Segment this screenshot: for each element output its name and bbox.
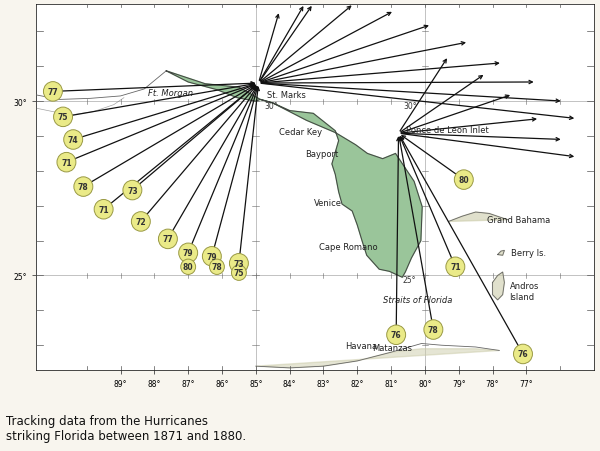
Circle shape (446, 258, 465, 277)
Circle shape (158, 230, 178, 249)
Text: 79: 79 (206, 252, 217, 261)
Circle shape (209, 259, 224, 275)
Text: Tracking data from the Hurricanes
striking Florida between 1871 and 1880.: Tracking data from the Hurricanes striki… (6, 414, 246, 442)
Text: Ft. Morgan: Ft. Morgan (148, 89, 193, 98)
Circle shape (53, 108, 73, 127)
Circle shape (74, 177, 93, 197)
Text: 79: 79 (183, 249, 193, 258)
Text: 71: 71 (98, 205, 109, 214)
Circle shape (232, 266, 247, 281)
Text: Andros
Island: Andros Island (509, 282, 539, 301)
Polygon shape (497, 251, 505, 256)
Text: 73: 73 (127, 186, 137, 195)
Text: 73: 73 (233, 259, 244, 268)
Circle shape (514, 345, 532, 364)
Text: 74: 74 (68, 136, 79, 145)
Text: Havana: Havana (346, 341, 377, 350)
Polygon shape (166, 72, 422, 278)
Text: 75: 75 (58, 113, 68, 122)
Circle shape (229, 254, 248, 273)
Text: 78: 78 (428, 325, 439, 334)
Text: St. Marks: St. Marks (267, 91, 305, 100)
Text: Grand Bahama: Grand Bahama (487, 216, 551, 225)
Text: 78: 78 (212, 262, 223, 272)
Text: 71: 71 (450, 262, 461, 272)
Circle shape (424, 320, 443, 340)
Text: 76: 76 (518, 350, 528, 359)
Text: 75: 75 (233, 269, 244, 277)
Text: 25°: 25° (403, 276, 416, 285)
Text: 78: 78 (78, 183, 89, 192)
Circle shape (454, 170, 473, 190)
Circle shape (386, 325, 406, 345)
Text: Cape Romano: Cape Romano (319, 243, 377, 252)
Circle shape (181, 259, 196, 275)
Text: 30°: 30° (403, 102, 416, 111)
Text: 71: 71 (61, 158, 72, 167)
Text: Berry Is.: Berry Is. (511, 249, 546, 258)
Text: 77: 77 (163, 235, 173, 244)
Circle shape (131, 212, 151, 232)
Polygon shape (449, 212, 508, 222)
Text: 80: 80 (183, 262, 193, 272)
Circle shape (43, 83, 62, 102)
Text: Straits of Florida: Straits of Florida (383, 296, 453, 305)
Circle shape (57, 153, 76, 173)
Circle shape (179, 244, 197, 263)
Text: 80: 80 (458, 176, 469, 185)
Circle shape (94, 200, 113, 220)
Text: Bayport: Bayport (305, 150, 338, 159)
Text: Ponce de Leon Inlet: Ponce de Leon Inlet (406, 126, 489, 135)
Circle shape (123, 181, 142, 200)
Polygon shape (256, 349, 499, 368)
Polygon shape (493, 272, 505, 300)
Text: 76: 76 (391, 331, 401, 340)
Text: Matanzas: Matanzas (373, 344, 412, 353)
Text: 77: 77 (47, 87, 58, 97)
Text: 30°: 30° (264, 102, 278, 111)
Text: 72: 72 (136, 217, 146, 226)
Text: Venice: Venice (314, 199, 342, 208)
Text: Cedar Key: Cedar Key (278, 128, 322, 137)
Circle shape (202, 247, 221, 267)
Circle shape (64, 130, 83, 150)
